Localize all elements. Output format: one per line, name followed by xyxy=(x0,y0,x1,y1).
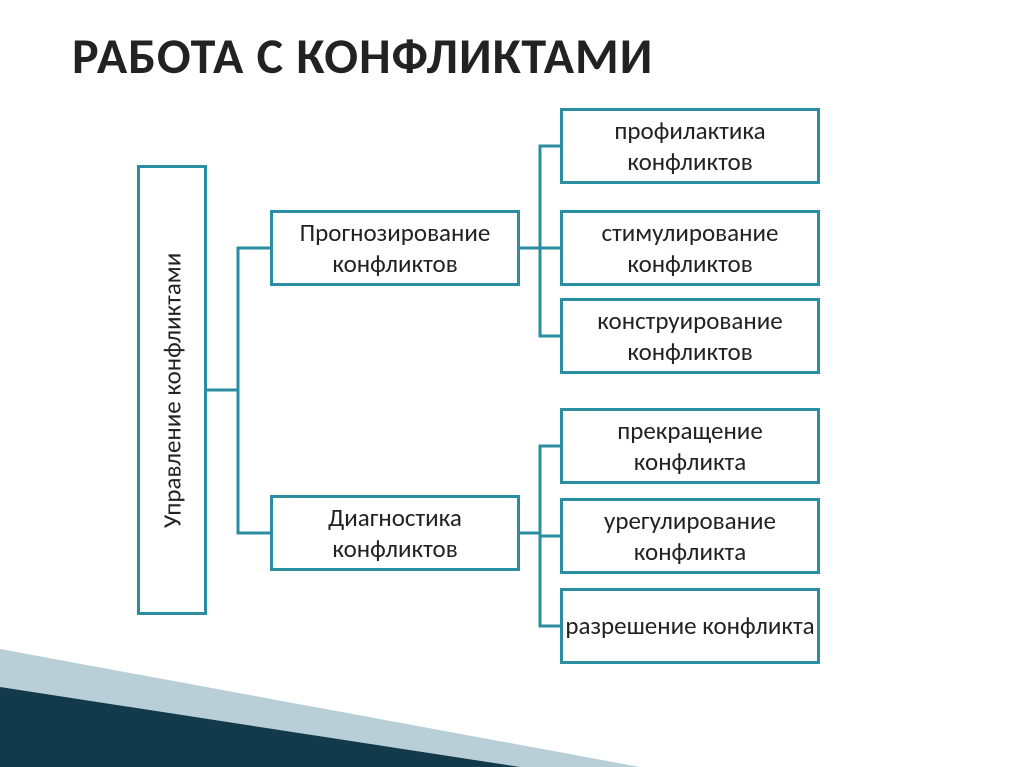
edge-root-mid1 xyxy=(207,248,270,390)
node-r2: стимулирование конфликтов xyxy=(560,210,820,286)
edge-mid1-r3 xyxy=(520,248,560,336)
edge-mid2-r5 xyxy=(520,533,560,536)
edge-mid2-r6 xyxy=(520,533,560,626)
node-r6: разрешение конфликта xyxy=(560,588,820,664)
node-mid2: Диагностика конфликтов xyxy=(270,495,520,571)
node-r3: конструирование конфликтов xyxy=(560,298,820,374)
node-r1: профилактика конфликтов xyxy=(560,108,820,184)
node-r4: прекращение конфликта xyxy=(560,408,820,484)
page-title: РАБОТА С КОНФЛИКТАМИ xyxy=(72,26,653,87)
node-root: Управление конфликтами xyxy=(137,165,207,615)
node-r5: урегулирование конфликта xyxy=(560,498,820,574)
edge-mid1-r1 xyxy=(520,146,560,248)
node-mid1: Прогнозирование конфликтов xyxy=(270,210,520,286)
edge-root-mid2 xyxy=(207,390,270,533)
edge-mid2-r4 xyxy=(520,446,560,533)
